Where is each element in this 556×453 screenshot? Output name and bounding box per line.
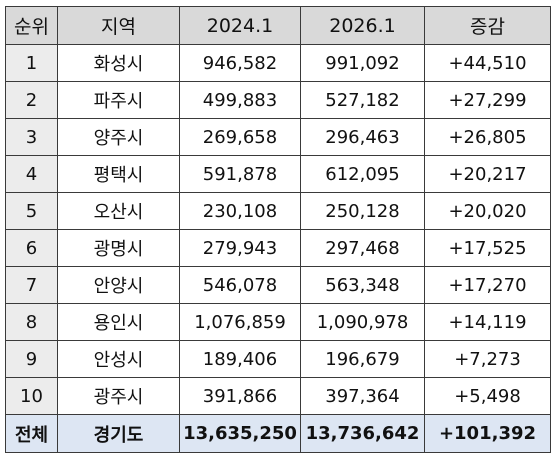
- cell-2026-1: 1,090,978: [300, 303, 425, 341]
- table-row: 9 안성시 189,406 196,679 +7,273: [5, 340, 551, 378]
- cell-2024-1: 1,076,859: [179, 303, 301, 341]
- cell-change: +17,270: [424, 266, 551, 304]
- cell-region: 광주시: [57, 377, 180, 415]
- header-2024-1: 2024.1: [179, 6, 301, 45]
- cell-2026-1: 296,463: [300, 118, 425, 156]
- table-row: 1 화성시 946,582 991,092 +44,510: [5, 44, 551, 82]
- cell-2024-1: 591,878: [179, 155, 301, 193]
- population-table-container: 순위 지역 2024.1 2026.1 증감 1 화성시 946,582 991,09…: [5, 6, 551, 453]
- cell-2026-1: 297,468: [300, 229, 425, 267]
- cell-rank: 6: [5, 229, 58, 267]
- table-row: 8 용인시 1,076,859 1,090,978 +14,119: [5, 303, 551, 341]
- cell-region: 광명시: [57, 229, 180, 267]
- cell-region: 평택시: [57, 155, 180, 193]
- cell-region: 안양시: [57, 266, 180, 304]
- table-row: 7 안양시 546,078 563,348 +17,270: [5, 266, 551, 304]
- cell-2026-1: 397,364: [300, 377, 425, 415]
- cell-change: +17,525: [424, 229, 551, 267]
- cell-change: +26,805: [424, 118, 551, 156]
- table-row: 6 광명시 279,943 297,468 +17,525: [5, 229, 551, 267]
- cell-2026-1: 250,128: [300, 192, 425, 230]
- cell-region: 화성시: [57, 44, 180, 82]
- table-row: 2 파주시 499,883 527,182 +27,299: [5, 81, 551, 119]
- cell-region: 양주시: [57, 118, 180, 156]
- cell-2024-1: 391,866: [179, 377, 301, 415]
- cell-rank: 10: [5, 377, 58, 415]
- cell-2024-1: 279,943: [179, 229, 301, 267]
- header-change: 증감: [424, 6, 551, 45]
- cell-2026-1: 991,092: [300, 44, 425, 82]
- cell-change: +20,217: [424, 155, 551, 193]
- cell-2026-1: 612,095: [300, 155, 425, 193]
- cell-2024-1: 230,108: [179, 192, 301, 230]
- total-2026-1: 13,736,642: [300, 414, 425, 453]
- cell-rank: 9: [5, 340, 58, 378]
- cell-region: 용인시: [57, 303, 180, 341]
- cell-rank: 5: [5, 192, 58, 230]
- cell-2024-1: 189,406: [179, 340, 301, 378]
- cell-rank: 8: [5, 303, 58, 341]
- cell-change: +44,510: [424, 44, 551, 82]
- cell-change: +7,273: [424, 340, 551, 378]
- table-row: 3 양주시 269,658 296,463 +26,805: [5, 118, 551, 156]
- cell-change: +5,498: [424, 377, 551, 415]
- cell-2026-1: 527,182: [300, 81, 425, 119]
- table-body: 1 화성시 946,582 991,092 +44,510 2 파주시 499,883 527,…: [5, 44, 551, 415]
- cell-2026-1: 196,679: [300, 340, 425, 378]
- population-change-table: 순위 지역 2024.1 2026.1 증감 1 화성시 946,582 991,09…: [5, 6, 551, 453]
- cell-region: 오산시: [57, 192, 180, 230]
- cell-2024-1: 499,883: [179, 81, 301, 119]
- table-row: 5 오산시 230,108 250,128 +20,020: [5, 192, 551, 230]
- table-header-row: 순위 지역 2024.1 2026.1 증감: [5, 6, 551, 45]
- table-row: 4 평택시 591,878 612,095 +20,217: [5, 155, 551, 193]
- cell-change: +27,299: [424, 81, 551, 119]
- total-label: 전체: [5, 414, 58, 453]
- cell-2024-1: 269,658: [179, 118, 301, 156]
- header-region: 지역: [57, 6, 180, 45]
- header-2026-1: 2026.1: [300, 6, 425, 45]
- cell-rank: 7: [5, 266, 58, 304]
- cell-change: +20,020: [424, 192, 551, 230]
- cell-2024-1: 546,078: [179, 266, 301, 304]
- cell-change: +14,119: [424, 303, 551, 341]
- cell-rank: 1: [5, 44, 58, 82]
- cell-rank: 3: [5, 118, 58, 156]
- header-rank: 순위: [5, 6, 58, 45]
- total-region: 경기도: [57, 414, 180, 453]
- cell-rank: 4: [5, 155, 58, 193]
- total-row: 전체 경기도 13,635,250 13,736,642 +101,392: [5, 414, 551, 453]
- cell-region: 파주시: [57, 81, 180, 119]
- cell-2026-1: 563,348: [300, 266, 425, 304]
- cell-rank: 2: [5, 81, 58, 119]
- cell-2024-1: 946,582: [179, 44, 301, 82]
- table-row: 10 광주시 391,866 397,364 +5,498: [5, 377, 551, 415]
- cell-region: 안성시: [57, 340, 180, 378]
- total-2024-1: 13,635,250: [179, 414, 301, 453]
- total-change: +101,392: [424, 414, 551, 453]
